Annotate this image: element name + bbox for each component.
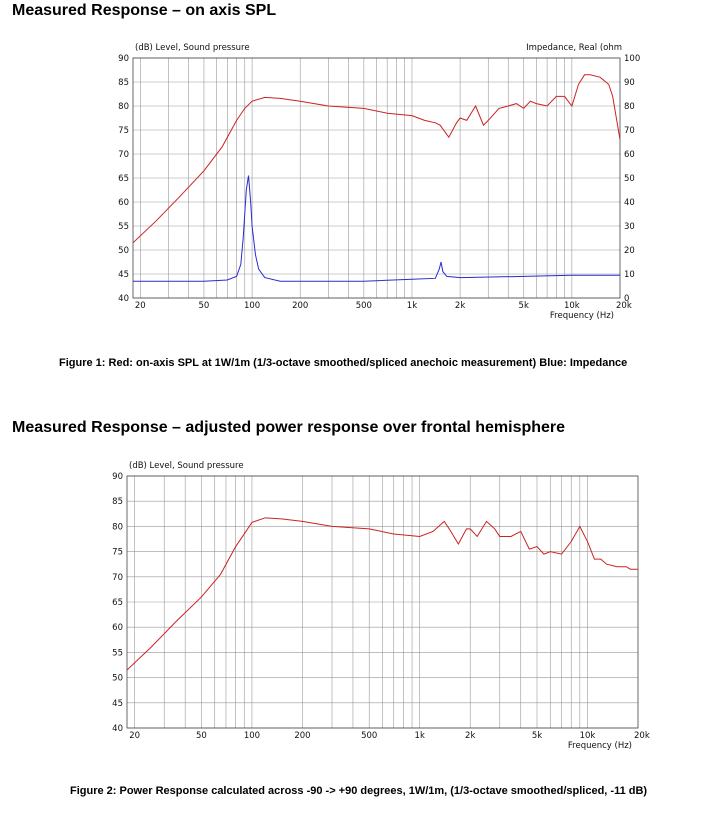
figure-1-caption: Figure 1: Red: on-axis SPL at 1W/1m (1/3…: [59, 357, 628, 369]
y-tick-label: 55: [112, 648, 123, 658]
y2-tick-label: 60: [624, 150, 635, 160]
y2-tick-label: 20: [624, 246, 635, 256]
y-tick-label: 60: [118, 198, 129, 208]
y2-tick-label: 0: [624, 294, 629, 304]
spl-line: [133, 74, 620, 244]
impedance-line: [133, 175, 620, 282]
y-tick-label: 70: [112, 573, 123, 583]
x-tick-label: 50: [196, 731, 207, 741]
x-tick-label: 200: [292, 301, 308, 311]
y-axis-label: (dB) Level, Sound pressure: [129, 461, 244, 471]
section-heading-power-response: Measured Response – adjusted power respo…: [12, 419, 566, 436]
x-tick-label: 20k: [634, 731, 650, 741]
x-tick-label: 2k: [465, 731, 475, 741]
y-tick-label: 75: [118, 126, 129, 136]
x-tick-label: 2k: [455, 301, 465, 311]
y-tick-label: 75: [112, 548, 123, 558]
y-axis-label: (dB) Level, Sound pressure: [135, 43, 250, 53]
x-tick-label: 5k: [532, 731, 542, 741]
x-tick-label: 1k: [415, 731, 425, 741]
y-tick-label: 80: [118, 102, 129, 112]
y2-tick-label: 10: [624, 270, 635, 280]
x-axis-label: Frequency (Hz): [550, 311, 614, 321]
y-tick-label: 85: [118, 78, 129, 88]
y-tick-label: 90: [118, 54, 129, 64]
power-response-chart: 40 45 50 55 60 65 70 75 80 85 90 20 50 100 200 500 1k 2k 5…: [112, 461, 650, 751]
x-tick-label: 50: [199, 301, 210, 311]
y-tick-label: 55: [118, 222, 129, 232]
y2-tick-label: 50: [624, 174, 635, 184]
x-tick-label: 1k: [407, 301, 417, 311]
spl-line: [127, 517, 638, 671]
grid: [133, 57, 620, 299]
figure-2-caption: Figure 2: Power Response calculated acro…: [70, 785, 648, 797]
x-axis-label: Frequency (Hz): [568, 741, 632, 751]
x-tick-label: 100: [244, 301, 260, 311]
x-tick-label: 20: [129, 731, 140, 741]
section-heading-on-axis: Measured Response – on axis SPL: [12, 2, 277, 19]
on-axis-spl-chart: 40 45 50 55 60 65 70 75 80 85 90 0 10 20 30 40 50 60 70 80 9…: [118, 43, 640, 321]
x-tick-label: 200: [294, 731, 310, 741]
y-tick-label: 70: [118, 150, 129, 160]
y-tick-label: 65: [112, 598, 123, 608]
x-tick-label: 100: [244, 731, 260, 741]
plot-frame: [132, 57, 621, 299]
y-tick-label: 50: [112, 674, 123, 684]
x-tick-label: 5k: [519, 301, 529, 311]
grid: [127, 475, 638, 729]
x-tick-label: 10k: [564, 301, 580, 311]
y-tick-label: 60: [112, 623, 123, 633]
y2-tick-label: 70: [624, 126, 635, 136]
y-tick-label: 40: [118, 294, 129, 304]
y-tick-label: 50: [118, 246, 129, 256]
y2-axis-label: Impedance, Real (ohm: [526, 43, 622, 53]
y2-tick-label: 100: [624, 54, 640, 64]
y2-tick-label: 40: [624, 198, 635, 208]
y-tick-label: 90: [112, 472, 123, 482]
x-tick-label: 10k: [580, 731, 596, 741]
y-tick-label: 65: [118, 174, 129, 184]
y2-tick-label: 30: [624, 222, 635, 232]
x-tick-label: 500: [356, 301, 372, 311]
x-tick-label: 20k: [616, 301, 632, 311]
y2-tick-label: 80: [624, 102, 635, 112]
plot-frame: [126, 475, 639, 729]
y-tick-label: 45: [118, 270, 129, 280]
y2-tick-label: 90: [624, 78, 635, 88]
y-tick-label: 80: [112, 522, 123, 532]
y-tick-label: 45: [112, 699, 123, 709]
y-tick-label: 40: [112, 724, 123, 734]
x-tick-label: 20: [135, 301, 146, 311]
x-tick-label: 500: [361, 731, 377, 741]
y-tick-label: 85: [112, 497, 123, 507]
